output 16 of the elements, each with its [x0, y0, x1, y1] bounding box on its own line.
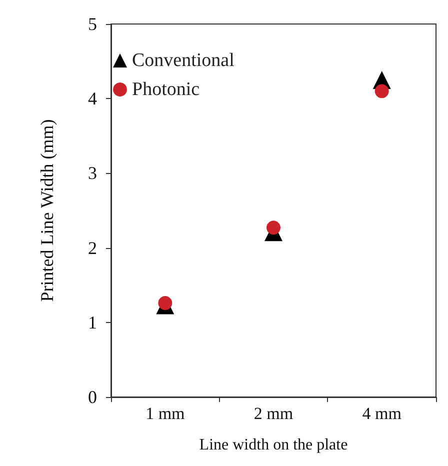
x-tick-label: 2 mm [254, 404, 294, 423]
point [266, 220, 280, 235]
x-axis-title: Line width on the plate [199, 436, 348, 454]
point [158, 296, 172, 310]
x-tick-label: 4 mm [362, 404, 402, 423]
y-tick-label: 4 [88, 88, 97, 109]
y-tick-label: 1 [88, 312, 97, 332]
y-tick-label: 5 [88, 14, 97, 34]
point [374, 84, 389, 98]
legend-label: Photonic [132, 79, 200, 100]
legend-label: Conventional [132, 50, 234, 71]
y-tick-label: 2 [88, 238, 97, 258]
y-axis-title: Printed Line Width (mm) [37, 119, 57, 302]
y-tick-label: 3 [88, 163, 97, 184]
y-tick-label: 0 [88, 387, 97, 407]
x-tick-label: 1 mm [146, 404, 185, 423]
